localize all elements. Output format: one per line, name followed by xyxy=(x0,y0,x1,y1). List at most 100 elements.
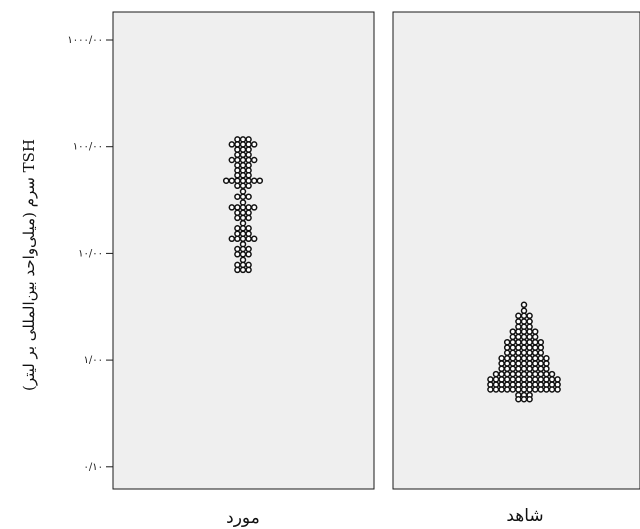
data-point-case xyxy=(245,230,252,237)
data-point-case xyxy=(234,204,241,211)
data-point-control xyxy=(498,370,505,378)
data-point-control xyxy=(526,386,533,393)
y-axis-title: TSH سرم (میلی‌واحد بین‌المللی بر لیتر) xyxy=(20,139,38,391)
data-point-case xyxy=(250,177,258,184)
data-point-control xyxy=(520,355,528,362)
data-point-control xyxy=(520,301,528,309)
data-point-control xyxy=(548,376,556,383)
data-point-control xyxy=(509,344,517,351)
data-point-control xyxy=(520,376,528,383)
data-point-control xyxy=(531,338,539,346)
data-point-case xyxy=(239,182,247,190)
data-point-case xyxy=(245,225,252,232)
data-point-control xyxy=(537,370,545,378)
data-point-control xyxy=(509,376,517,383)
data-point-case xyxy=(245,141,252,148)
data-point-control xyxy=(515,360,522,367)
data-point-case xyxy=(234,162,241,169)
data-point-control xyxy=(520,360,528,367)
data-point-control xyxy=(503,349,511,357)
data-point-control xyxy=(515,365,522,372)
data-point-case xyxy=(239,156,247,164)
data-point-control xyxy=(520,328,528,335)
data-point-case xyxy=(250,204,258,211)
data-point-case xyxy=(245,182,252,190)
data-point-control xyxy=(520,312,528,320)
data-point-control xyxy=(531,355,539,362)
data-point-control xyxy=(509,360,517,367)
data-point-control xyxy=(503,370,511,378)
data-point-control xyxy=(543,360,550,367)
data-point-control xyxy=(526,349,533,357)
data-point-control xyxy=(509,349,517,357)
data-point-case xyxy=(250,141,258,148)
data-point-control xyxy=(520,344,528,351)
data-point-control xyxy=(515,370,522,378)
data-point-case xyxy=(245,156,252,164)
data-points xyxy=(222,136,561,403)
data-point-case xyxy=(245,151,252,159)
data-point-control xyxy=(503,344,511,351)
data-point-control xyxy=(503,338,511,346)
data-point-case xyxy=(222,177,230,184)
data-point-control xyxy=(543,376,550,383)
y-tick-label: ۱۰/۰۰ xyxy=(78,248,103,259)
data-point-case xyxy=(239,193,247,200)
data-point-case xyxy=(228,177,236,184)
data-point-control xyxy=(509,365,517,372)
data-point-control xyxy=(515,328,522,335)
data-point-control xyxy=(503,365,511,372)
data-point-control xyxy=(520,318,528,325)
data-point-control xyxy=(548,370,556,378)
data-point-case xyxy=(234,151,241,159)
data-point-control xyxy=(498,386,505,393)
data-point-control xyxy=(554,386,561,393)
data-point-case xyxy=(239,266,247,274)
data-point-control xyxy=(515,312,522,320)
y-tick-label: ۰/۱۰ xyxy=(84,462,103,473)
data-point-control xyxy=(520,395,528,403)
data-point-case xyxy=(239,177,247,184)
data-point-case xyxy=(239,151,247,159)
data-point-case xyxy=(239,230,247,237)
data-point-control xyxy=(537,360,545,367)
data-point-case xyxy=(234,172,241,179)
data-point-control xyxy=(554,376,561,383)
data-point-case xyxy=(245,146,252,153)
data-point-control xyxy=(515,344,522,351)
data-point-control xyxy=(543,370,550,378)
data-point-case xyxy=(239,172,247,179)
data-point-control xyxy=(520,365,528,372)
data-point-control xyxy=(543,365,550,372)
data-point-control xyxy=(515,395,522,403)
data-point-control xyxy=(487,376,494,383)
data-point-case xyxy=(250,235,258,243)
data-point-case xyxy=(239,225,247,232)
data-point-control xyxy=(498,355,505,362)
data-point-case xyxy=(228,235,236,243)
data-point-control xyxy=(526,395,533,403)
data-point-control xyxy=(537,376,545,383)
data-point-control xyxy=(520,349,528,357)
data-point-control xyxy=(537,355,545,362)
data-point-case xyxy=(239,141,247,148)
data-point-case xyxy=(239,209,247,217)
data-point-control xyxy=(537,365,545,372)
data-point-control xyxy=(515,355,522,362)
plot-panel-control xyxy=(392,11,640,490)
data-point-case xyxy=(245,245,252,253)
data-point-control xyxy=(526,312,533,320)
data-point-case xyxy=(245,251,252,258)
data-point-case xyxy=(239,235,247,243)
data-point-control xyxy=(537,344,545,351)
data-point-control xyxy=(509,386,517,393)
data-point-control xyxy=(520,333,528,341)
data-point-case xyxy=(239,214,247,222)
category-label-case: مورد xyxy=(226,508,260,528)
data-point-case xyxy=(234,230,241,237)
data-point-case xyxy=(245,266,252,274)
data-point-control xyxy=(520,370,528,378)
data-point-case xyxy=(234,141,241,148)
data-point-control xyxy=(537,338,545,346)
